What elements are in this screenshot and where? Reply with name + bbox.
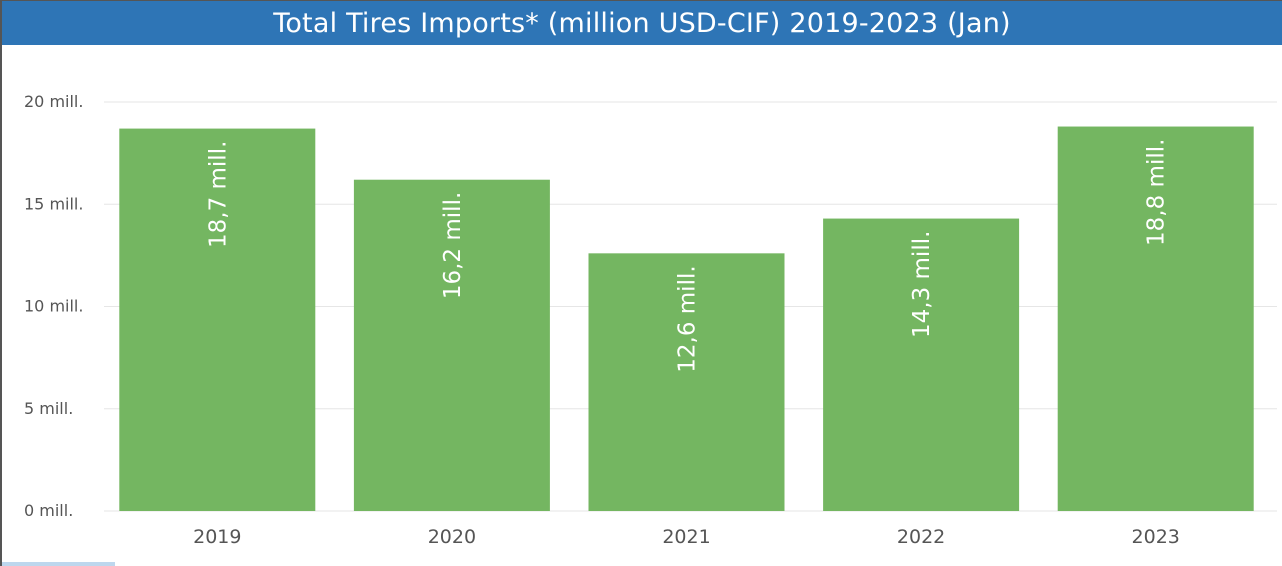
y-tick-label: 20 mill. xyxy=(24,92,83,111)
x-tick-label-2021: 2021 xyxy=(662,526,710,548)
y-tick-label: 0 mill. xyxy=(24,501,73,520)
y-tick-label: 10 mill. xyxy=(24,297,83,316)
data-label-2022: 14,3 mill. xyxy=(909,231,935,338)
bar-2020 xyxy=(353,179,550,511)
y-axis-ticks: 0 mill. 5 mill. 10 mill. 15 mill. 20 mill. xyxy=(24,92,83,520)
bar-2023 xyxy=(1057,126,1254,511)
chart-title: Total Tires Imports* (million USD-CIF) 2… xyxy=(2,1,1282,45)
corner-accent xyxy=(2,562,115,566)
y-tick-label: 15 mill. xyxy=(24,194,83,213)
data-label-2020: 16,2 mill. xyxy=(440,192,466,299)
data-label-2023: 18,8 mill. xyxy=(1144,139,1170,246)
bar-2022 xyxy=(823,218,1020,511)
y-tick-label: 5 mill. xyxy=(24,399,73,418)
bars: 18,7 mill. 16,2 mill. 12,6 mill. 14,3 mill.… xyxy=(119,126,1254,511)
bar-2019 xyxy=(119,128,316,511)
x-tick-label-2022: 2022 xyxy=(897,526,945,548)
x-tick-label-2023: 2023 xyxy=(1132,526,1180,548)
x-tick-label-2020: 2020 xyxy=(428,526,476,548)
bar-2021 xyxy=(588,253,785,511)
x-axis-ticks: 2019 2020 2021 2022 2023 xyxy=(193,526,1180,548)
data-label-2019: 18,7 mill. xyxy=(205,141,231,248)
data-label-2021: 12,6 mill. xyxy=(675,265,701,372)
x-tick-label-2019: 2019 xyxy=(193,526,241,548)
